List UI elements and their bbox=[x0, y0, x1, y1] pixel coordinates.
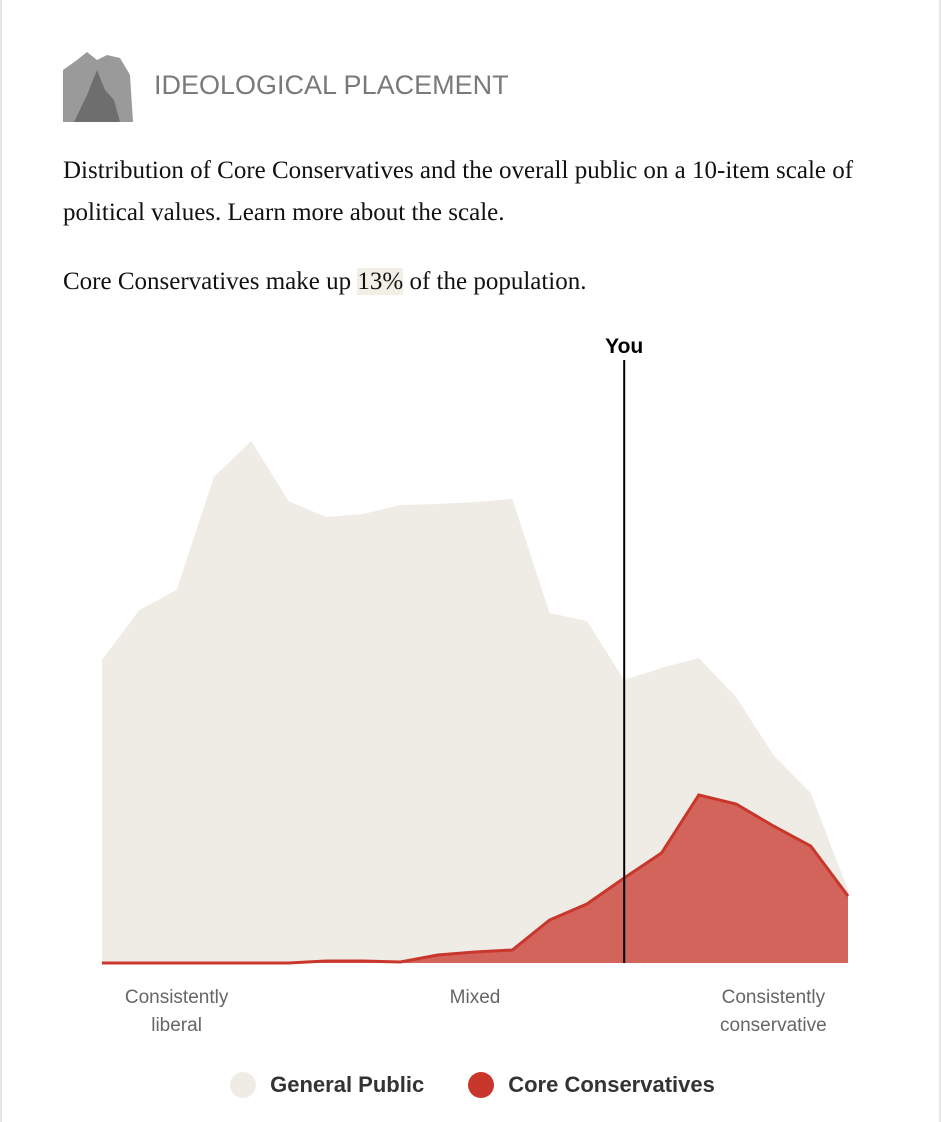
area bbox=[102, 795, 848, 963]
icon bbox=[63, 52, 133, 122]
legend: General Public Core Conservatives bbox=[2, 1072, 941, 1098]
area bbox=[102, 441, 848, 963]
legend-label: Core Conservatives bbox=[508, 1072, 715, 1097]
share-value: 13% bbox=[357, 268, 404, 295]
legend-label: General Public bbox=[270, 1072, 425, 1097]
legend-swatch bbox=[468, 1072, 495, 1098]
x-tick-label: Consistently conservative bbox=[720, 987, 827, 1036]
share-sentence: Core Conservatives make up 13% of the po… bbox=[63, 268, 587, 296]
share-suffix: of the population. bbox=[409, 268, 587, 295]
legend-item: Core Conservatives bbox=[468, 1072, 715, 1098]
description: Distribution of Core Conservatives and t… bbox=[63, 157, 854, 226]
legend-swatch bbox=[230, 1072, 257, 1098]
legend-item: General Public bbox=[230, 1072, 424, 1098]
area-line bbox=[102, 793, 850, 965]
you-label: You bbox=[605, 335, 643, 358]
x-tick-label: Mixed bbox=[449, 987, 501, 1008]
share-prefix: Core Conservatives make up bbox=[63, 268, 352, 295]
x-tick-label: Consistently liberal bbox=[124, 987, 229, 1036]
section-title: IDEOLOGICAL PLACEMENT bbox=[154, 70, 509, 100]
